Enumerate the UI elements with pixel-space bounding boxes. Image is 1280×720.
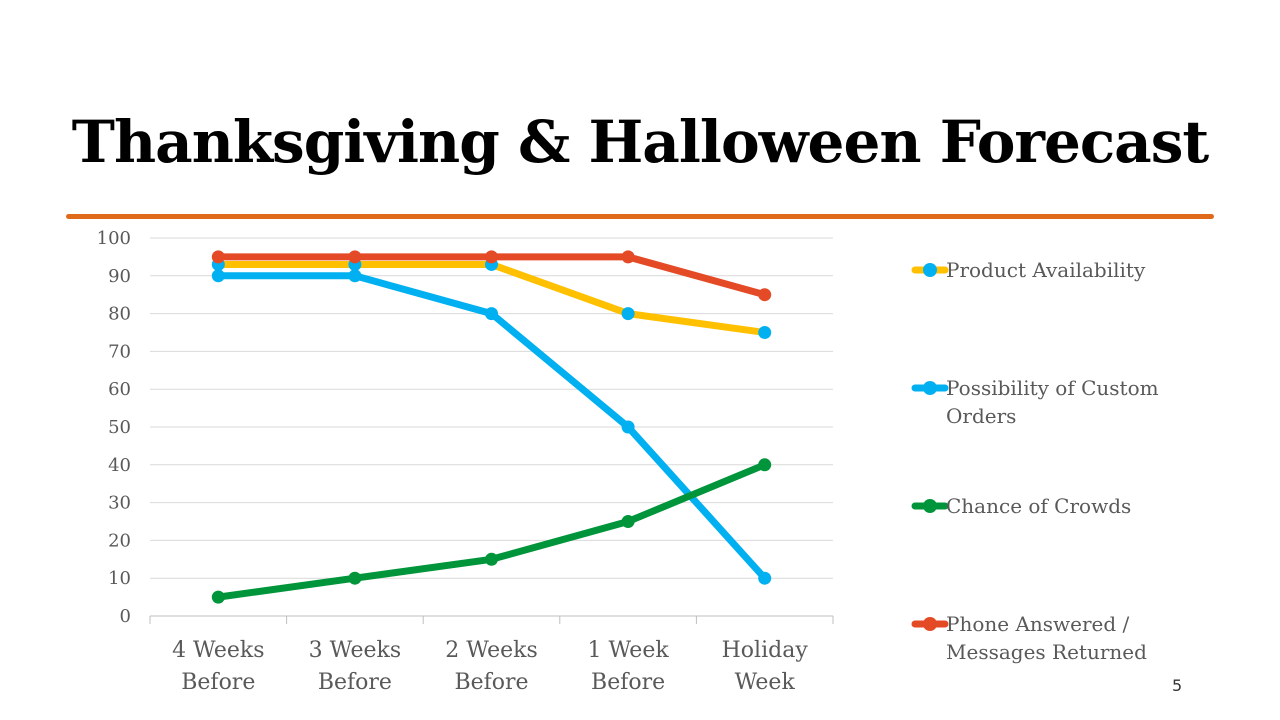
data-point: [621, 307, 635, 321]
y-tick-label: 30: [108, 493, 131, 514]
y-tick-label: 80: [108, 304, 131, 325]
legend-label: Possibility of Custom: [946, 376, 1159, 400]
data-point: [348, 250, 362, 264]
x-tick-label: 4 Weeks: [172, 638, 264, 663]
legend-label: Orders: [946, 404, 1016, 428]
y-tick-label: 20: [108, 530, 131, 551]
data-point: [621, 420, 635, 434]
x-tick-label: Before: [454, 670, 528, 695]
legend-marker: [923, 499, 937, 513]
data-point: [758, 571, 772, 585]
data-point: [758, 288, 772, 302]
data-point: [621, 250, 635, 264]
data-point: [485, 307, 498, 321]
data-point: [211, 269, 225, 283]
legend-marker: [923, 263, 937, 277]
x-tick-label: 2 Weeks: [445, 638, 537, 663]
legend-label: Phone Answered /: [946, 612, 1130, 636]
x-tick-label: Before: [591, 670, 665, 695]
y-tick-label: 0: [120, 606, 131, 627]
x-tick-label: 1 Week: [588, 638, 670, 663]
data-point: [348, 571, 362, 585]
legend-marker: [923, 617, 937, 631]
x-tick-label: 3 Weeks: [309, 638, 401, 663]
y-tick-label: 100: [97, 228, 131, 249]
page-number: 5: [1172, 676, 1183, 695]
y-tick-label: 90: [108, 266, 131, 287]
data-point: [485, 250, 498, 264]
data-point: [211, 250, 225, 264]
y-tick-label: 40: [108, 455, 131, 476]
data-point: [211, 590, 225, 604]
data-point: [348, 269, 362, 283]
legend-marker: [923, 381, 937, 395]
title-divider: [66, 214, 1214, 219]
data-point: [758, 458, 772, 472]
x-tick-label: Holiday: [722, 638, 809, 663]
slide-title: Thanksgiving & Halloween Forecast: [71, 108, 1209, 176]
y-tick-label: 10: [108, 568, 131, 589]
x-tick-label: Week: [735, 670, 796, 695]
data-point: [758, 326, 772, 339]
y-tick-label: 70: [108, 341, 131, 362]
y-tick-label: 60: [108, 379, 131, 400]
x-tick-label: Before: [181, 670, 255, 695]
y-tick-label: 50: [108, 417, 131, 438]
x-tick-label: Before: [318, 670, 392, 695]
legend-label: Product Availability: [946, 258, 1146, 282]
legend-label: Chance of Crowds: [946, 494, 1131, 518]
legend-label: Messages Returned: [946, 640, 1147, 664]
data-point: [485, 552, 498, 566]
data-point: [621, 515, 635, 528]
